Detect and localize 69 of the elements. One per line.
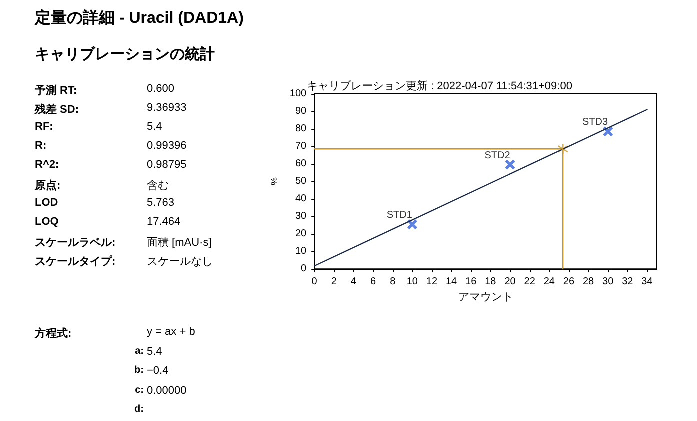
- text: 5.763: [147, 197, 175, 209]
- text: RF:: [35, 121, 54, 133]
- x-tick-label: 6: [370, 276, 377, 288]
- x-tick-label: 14: [446, 276, 458, 288]
- text: 定量の詳細 - Uracil (DAD1A): [35, 8, 244, 29]
- x-tick-label: 26: [563, 276, 575, 288]
- annotation: STD1: [386, 210, 413, 221]
- point: [407, 219, 418, 230]
- y-tick-label: 30: [295, 211, 308, 222]
- x-tick-label: 30: [602, 276, 614, 288]
- text: y = ax + b: [147, 326, 196, 338]
- text: b:: [134, 365, 144, 376]
- y-axis-title: %: [270, 178, 280, 186]
- text: 0.99396: [147, 140, 187, 152]
- text: 9.36933: [147, 102, 187, 114]
- text: d:: [134, 404, 144, 415]
- text: a:: [135, 346, 144, 356]
- x-tick-label: 20: [504, 276, 516, 288]
- text: 17.464: [147, 216, 181, 228]
- text: 0.600: [147, 83, 175, 95]
- text: LOD: [35, 197, 58, 209]
- text: スケールタイプ:: [35, 254, 116, 269]
- text: 残差 SD:: [35, 102, 79, 117]
- y-tick-label: 100: [290, 88, 308, 100]
- text: 方程式:: [35, 326, 72, 341]
- x-axis-title: アマウント: [458, 292, 514, 304]
- y-tick-label: 10: [295, 246, 308, 258]
- text: 5.4: [147, 346, 162, 358]
- text: −0.4: [147, 365, 169, 377]
- text: 面積 [mAU·s]: [147, 236, 212, 250]
- x-tick-label: 16: [466, 276, 478, 288]
- annotation: STD2: [484, 150, 511, 162]
- x-tick-label: 4: [350, 276, 357, 288]
- text: キャリブレーションの統計: [35, 45, 215, 64]
- x-tick-label: 18: [485, 276, 497, 288]
- text: スケールラベル:: [35, 236, 116, 250]
- text: 0.00000: [147, 384, 187, 396]
- point: [505, 160, 516, 170]
- x-tick-label: 28: [582, 276, 595, 288]
- text: R^2:: [35, 159, 60, 171]
- y-tick-label: 60: [295, 158, 308, 170]
- annotation: STD3: [582, 117, 609, 128]
- x-tick-label: 0: [312, 276, 318, 288]
- x-tick-label: 10: [406, 276, 418, 288]
- text: 含む: [147, 179, 169, 193]
- text: c:: [135, 384, 144, 396]
- x-tick-label: 32: [622, 276, 634, 288]
- y-tick-label: 20: [295, 228, 308, 240]
- text: LOQ: [35, 216, 59, 228]
- text: R:: [35, 140, 47, 152]
- text: 原点:: [35, 178, 61, 193]
- y-tick-label: 80: [295, 124, 308, 135]
- x-tick-label: 22: [524, 276, 536, 288]
- y-tick-label: 90: [295, 106, 308, 118]
- y-tick-label: 50: [295, 176, 308, 188]
- y-tick-label: 70: [295, 141, 308, 152]
- point: [603, 126, 614, 137]
- text: 5.4: [147, 121, 162, 133]
- y-tick-label: 40: [295, 194, 308, 205]
- text: 予測 RT:: [35, 84, 78, 98]
- y-tick-label: 0: [301, 264, 308, 275]
- x-tick-label: 24: [544, 276, 556, 288]
- chart-title: キャリブレーション更新 : 2022-04-07 11:54:31+09:00: [307, 80, 572, 92]
- x-tick-label: 34: [642, 276, 654, 288]
- x-tick-label: 12: [426, 276, 438, 288]
- x-tick-label: 8: [390, 276, 396, 288]
- x-tick-label: 2: [331, 276, 338, 288]
- text: スケールなし: [147, 255, 213, 269]
- text: 0.98795: [147, 159, 187, 171]
